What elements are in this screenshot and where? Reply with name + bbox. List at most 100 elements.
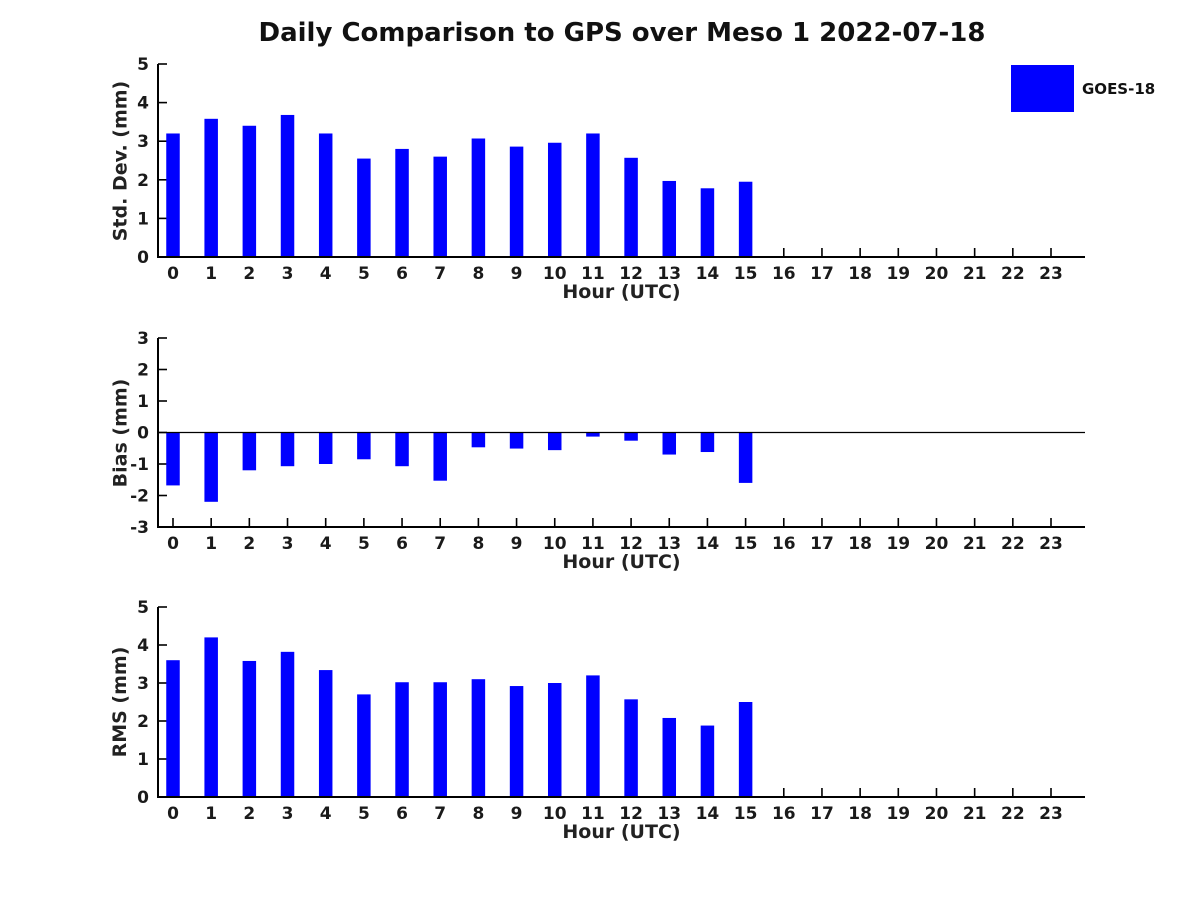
y-tick-label: 5 [137, 55, 149, 75]
xaxis-label-rms: Hour (UTC) [562, 821, 681, 843]
x-tick-label: 10 [543, 534, 567, 554]
x-tick-label: 10 [543, 264, 567, 284]
bar [242, 125, 257, 257]
x-tick-label: 20 [925, 534, 949, 554]
x-tick-label: 14 [696, 534, 720, 554]
yaxis-label-bias: Bias (mm) [109, 378, 132, 488]
bar [586, 133, 600, 257]
bar [318, 432, 333, 464]
x-tick-label: 0 [167, 804, 179, 824]
bar [204, 637, 218, 797]
bar [738, 181, 753, 257]
yaxis-label-rms: RMS (mm) [109, 646, 131, 758]
y-tick-label: 3 [137, 329, 149, 349]
bar [433, 682, 447, 797]
bar [318, 133, 333, 257]
bar [242, 432, 257, 471]
y-tick-label: 5 [137, 598, 149, 618]
bar [395, 432, 409, 467]
x-tick-label: 2 [243, 264, 255, 284]
x-tick-label: 13 [657, 534, 681, 554]
x-tick-label: 9 [511, 534, 523, 554]
bar [700, 725, 715, 797]
y-tick-label: 2 [137, 171, 149, 191]
x-tick-label: 23 [1039, 264, 1063, 284]
bar [395, 148, 409, 257]
legend-label: GOES-18 [1082, 79, 1156, 98]
bar [471, 432, 486, 448]
x-tick-label: 7 [434, 534, 446, 554]
x-tick-label: 21 [963, 264, 987, 284]
x-tick-label: 3 [282, 804, 294, 824]
x-tick-label: 16 [772, 804, 796, 824]
x-tick-label: 11 [581, 534, 605, 554]
x-tick-label: 12 [619, 534, 643, 554]
y-tick-label: 0 [137, 248, 149, 268]
x-tick-label: 6 [396, 804, 408, 824]
y-tick-label: -1 [130, 455, 149, 475]
x-tick-label: 22 [1001, 264, 1025, 284]
y-tick-label: 2 [137, 712, 149, 732]
x-tick-label: 10 [543, 804, 567, 824]
x-tick-label: 22 [1001, 804, 1025, 824]
x-tick-label: 0 [167, 264, 179, 284]
x-tick-label: 17 [810, 804, 834, 824]
bar [624, 157, 638, 257]
x-tick-label: 3 [282, 264, 294, 284]
x-tick-label: 16 [772, 264, 796, 284]
x-tick-label: 1 [205, 804, 217, 824]
bar [662, 717, 677, 797]
x-tick-label: 15 [734, 534, 758, 554]
y-tick-label: -3 [130, 518, 149, 538]
bar [738, 702, 753, 797]
x-tick-label: 21 [963, 534, 987, 554]
x-tick-label: 12 [619, 264, 643, 284]
x-tick-label: 21 [963, 804, 987, 824]
bar [624, 699, 638, 797]
x-tick-label: 6 [396, 264, 408, 284]
x-tick-label: 17 [810, 264, 834, 284]
bar [471, 679, 486, 797]
x-tick-label: 22 [1001, 534, 1025, 554]
x-tick-label: 6 [396, 534, 408, 554]
x-tick-label: 16 [772, 534, 796, 554]
bar [280, 651, 295, 797]
bar [509, 432, 524, 449]
y-tick-label: 4 [137, 636, 149, 656]
x-tick-label: 4 [320, 264, 332, 284]
bar [471, 138, 486, 257]
bar [700, 432, 715, 453]
y-tick-label: 1 [137, 392, 149, 412]
bar [204, 118, 218, 257]
x-tick-label: 4 [320, 534, 332, 554]
y-tick-label: 4 [137, 94, 149, 114]
xaxis-label-bias: Hour (UTC) [562, 551, 681, 573]
bar [433, 432, 447, 481]
x-tick-label: 5 [358, 804, 370, 824]
bar [357, 694, 371, 797]
y-tick-label: -2 [130, 487, 149, 507]
x-tick-label: 8 [472, 534, 484, 554]
yaxis-label-stddev: Std. Dev. (mm) [109, 80, 132, 242]
x-tick-label: 13 [657, 264, 681, 284]
x-tick-label: 15 [734, 804, 758, 824]
x-tick-label: 3 [282, 534, 294, 554]
y-tick-label: 2 [137, 361, 149, 381]
y-tick-label: 1 [137, 209, 149, 229]
bar [624, 432, 638, 441]
x-tick-label: 9 [511, 264, 523, 284]
x-tick-label: 14 [696, 804, 720, 824]
x-tick-label: 5 [358, 534, 370, 554]
x-tick-label: 19 [886, 264, 910, 284]
bar [204, 432, 218, 502]
x-tick-label: 13 [657, 804, 681, 824]
bar [395, 682, 409, 797]
bar [433, 156, 447, 257]
x-tick-label: 2 [243, 804, 255, 824]
x-tick-label: 19 [886, 804, 910, 824]
x-tick-label: 23 [1039, 534, 1063, 554]
x-tick-label: 7 [434, 264, 446, 284]
legend: GOES-18 [1011, 65, 1155, 112]
